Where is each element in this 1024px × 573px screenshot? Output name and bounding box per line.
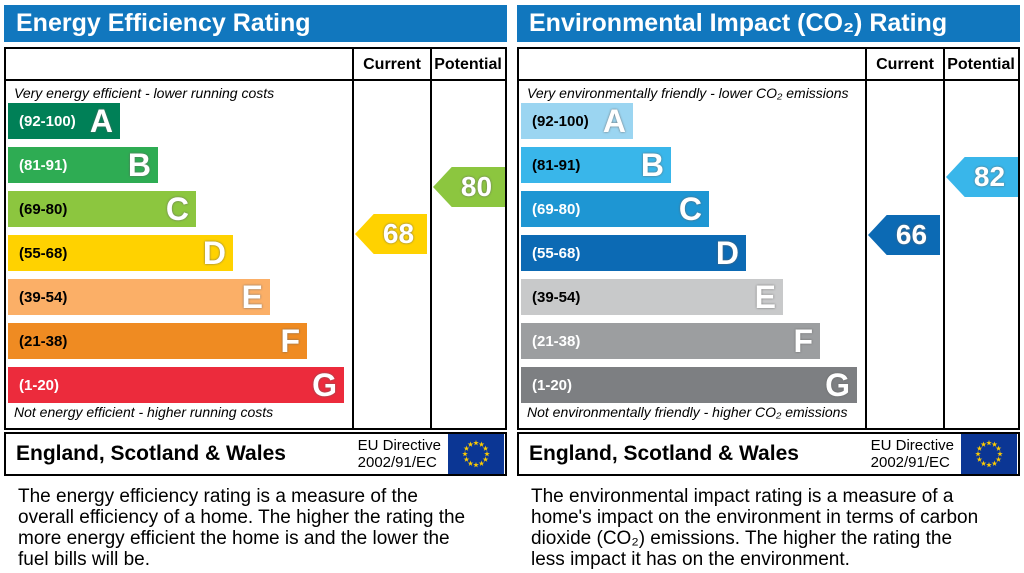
band-letter: G bbox=[312, 367, 337, 403]
band-range-label: (55-68) bbox=[532, 244, 581, 262]
top-scale-label: Very energy efficient - lower running co… bbox=[14, 85, 275, 101]
chart-body: Very energy efficient - lower running co… bbox=[6, 81, 505, 426]
current-rating-value: 66 bbox=[895, 219, 928, 250]
chart-body: Very environmentally friendly - lower CO… bbox=[519, 81, 1018, 426]
eu-directive-line1: EU Directive bbox=[357, 437, 441, 454]
current-rating-arrow: 66 bbox=[868, 215, 940, 255]
rating-band-d: (55-68) D bbox=[521, 235, 746, 271]
panel-title: Environmental Impact (CO₂) Rating bbox=[529, 9, 948, 37]
band-letter: D bbox=[202, 235, 226, 271]
rating-description: The energy efficiency rating is a measur… bbox=[18, 486, 466, 570]
band-letter: A bbox=[89, 103, 113, 139]
column-divider bbox=[943, 49, 945, 428]
region-label: England, Scotland & Wales bbox=[16, 442, 286, 465]
rating-band-c: (69-80) C bbox=[8, 191, 196, 227]
band-letter: E bbox=[241, 279, 263, 315]
eu-directive-label: EU Directive 2002/91/EC bbox=[358, 437, 448, 471]
current-column-header: Current bbox=[876, 56, 934, 73]
environmental-impact-panel: Environmental Impact (CO₂) Rating Curren… bbox=[517, 5, 1020, 570]
band-letter: G bbox=[825, 367, 850, 403]
eu-directive-line1: EU Directive bbox=[870, 437, 954, 454]
band-range-label: (1-20) bbox=[19, 376, 60, 394]
eu-flag-icon bbox=[961, 434, 1017, 474]
band-letter: B bbox=[640, 147, 664, 183]
rating-band-f: (21-38) F bbox=[521, 323, 820, 359]
band-range-label: (1-20) bbox=[532, 376, 573, 394]
chart-header-row: Current Potential bbox=[6, 49, 505, 81]
band-range-label: (69-80) bbox=[19, 200, 68, 218]
band-range-label: (92-100) bbox=[19, 112, 76, 130]
eu-flag-icon bbox=[448, 434, 504, 474]
bottom-scale-label: Not environmentally friendly - higher CO… bbox=[527, 404, 848, 420]
rating-band-a: (92-100) A bbox=[8, 103, 120, 139]
current-column-header: Current bbox=[363, 56, 421, 73]
potential-column-header: Potential bbox=[947, 56, 1015, 73]
panel-title-bar: Energy Efficiency Rating bbox=[4, 5, 507, 42]
column-divider bbox=[430, 49, 432, 428]
energy-efficiency-panel: Energy Efficiency Rating Current Potenti… bbox=[4, 5, 507, 570]
band-letter: B bbox=[127, 147, 151, 183]
potential-rating-arrow: 80 bbox=[433, 167, 505, 207]
rating-band-d: (55-68) D bbox=[8, 235, 233, 271]
rating-band-g: (1-20) G bbox=[521, 367, 857, 403]
rating-chart: Current Potential Very energy efficient … bbox=[4, 47, 507, 430]
potential-rating-arrow: 82 bbox=[946, 157, 1018, 197]
potential-rating-value: 82 bbox=[973, 161, 1006, 192]
bottom-scale-label: Not energy efficient - higher running co… bbox=[14, 404, 274, 420]
rating-band-f: (21-38) F bbox=[8, 323, 307, 359]
rating-band-b: (81-91) B bbox=[8, 147, 158, 183]
chart-header-row: Current Potential bbox=[519, 49, 1018, 81]
rating-band-e: (39-54) E bbox=[8, 279, 270, 315]
column-divider bbox=[352, 49, 354, 428]
eu-directive-line2: 2002/91/EC bbox=[870, 454, 950, 471]
panel-title: Energy Efficiency Rating bbox=[16, 9, 311, 37]
rating-description: The environmental impact rating is a mea… bbox=[531, 486, 979, 570]
panel-title-bar: Environmental Impact (CO₂) Rating bbox=[517, 5, 1020, 42]
band-letter: A bbox=[602, 103, 626, 139]
rating-band-g: (1-20) G bbox=[8, 367, 344, 403]
band-range-label: (39-54) bbox=[532, 288, 581, 306]
column-divider bbox=[865, 49, 867, 428]
footer-bar: England, Scotland & Wales EU Directive 2… bbox=[4, 432, 507, 476]
band-letter: F bbox=[280, 323, 300, 359]
current-rating-arrow: 68 bbox=[355, 214, 427, 254]
eu-directive-label: EU Directive 2002/91/EC bbox=[871, 437, 961, 471]
rating-chart: Current Potential Very environmentally f… bbox=[517, 47, 1020, 430]
rating-band-a: (92-100) A bbox=[521, 103, 633, 139]
band-letter: C bbox=[678, 191, 702, 227]
band-range-label: (81-91) bbox=[532, 156, 581, 174]
band-letter: D bbox=[715, 235, 739, 271]
band-range-label: (39-54) bbox=[19, 288, 68, 306]
band-range-label: (21-38) bbox=[532, 332, 581, 350]
band-range-label: (81-91) bbox=[19, 156, 68, 174]
top-scale-label: Very environmentally friendly - lower CO… bbox=[527, 85, 849, 101]
current-rating-value: 68 bbox=[382, 218, 415, 249]
band-letter: E bbox=[754, 279, 776, 315]
band-letter: F bbox=[793, 323, 813, 359]
band-range-label: (92-100) bbox=[532, 112, 589, 130]
band-range-label: (69-80) bbox=[532, 200, 581, 218]
rating-band-e: (39-54) E bbox=[521, 279, 783, 315]
potential-rating-value: 80 bbox=[460, 171, 493, 202]
footer-bar: England, Scotland & Wales EU Directive 2… bbox=[517, 432, 1020, 476]
region-label: England, Scotland & Wales bbox=[529, 442, 799, 465]
rating-band-b: (81-91) B bbox=[521, 147, 671, 183]
potential-column-header: Potential bbox=[434, 56, 502, 73]
band-range-label: (21-38) bbox=[19, 332, 68, 350]
eu-directive-line2: 2002/91/EC bbox=[357, 454, 437, 471]
band-letter: C bbox=[165, 191, 189, 227]
band-range-label: (55-68) bbox=[19, 244, 68, 262]
rating-band-c: (69-80) C bbox=[521, 191, 709, 227]
